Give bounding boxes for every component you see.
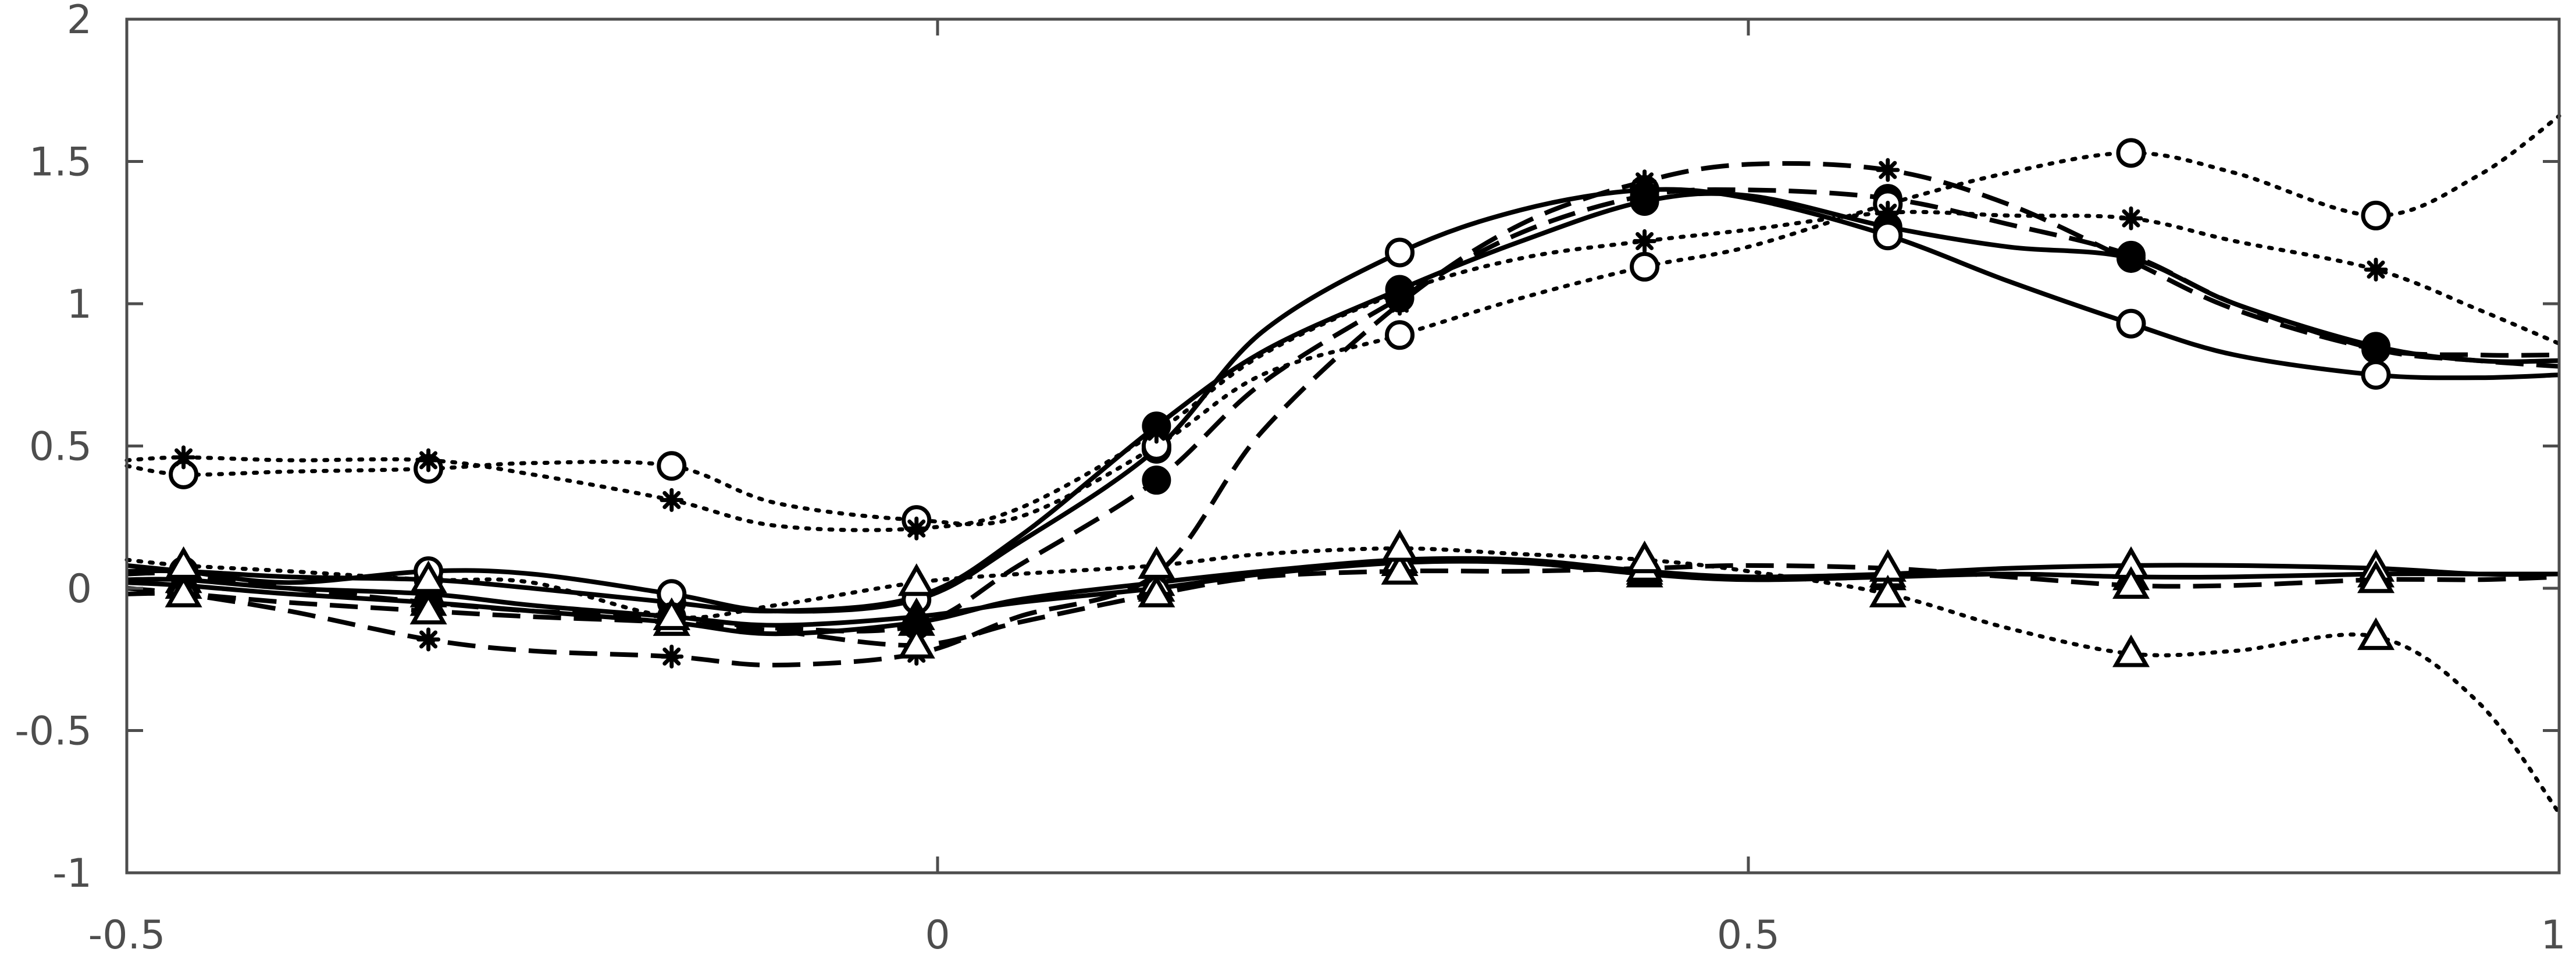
marker-star [2119,206,2143,230]
marker-triangle-open [1138,574,1175,607]
marker-star [1633,229,1657,253]
marker-triangle-open [2112,566,2150,599]
series-line-5 [126,187,2560,634]
tick-layer [125,17,2561,875]
marker-star [1876,158,1900,182]
marker-circle-filled [1142,465,1171,495]
x-tick-label: -0.5 [88,912,166,956]
marker-star [2119,249,2143,273]
marker-circle-open [657,451,687,481]
marker-star [660,488,684,512]
marker-star-stroke [662,491,681,509]
series-markers-2 [169,175,2391,615]
marker-triangle-open [1138,546,1175,579]
series-markers-10 [165,529,2395,667]
marker-star-stroke [174,448,193,467]
marker-triangle-open [653,597,690,630]
marker-circle-open [2361,200,2391,230]
marker-circle-open [2116,308,2146,339]
marker-star [2364,337,2388,361]
marker-triangle-open [1626,541,1663,574]
marker-star [1633,169,1657,194]
x-tick-label: 0.5 [1717,912,1780,956]
marker-star-stroke [2122,209,2140,228]
marker-triangle-open [165,574,202,607]
marker-circle-open [1630,251,1660,282]
marker-triangle-open [1869,574,1907,607]
marker-star-stroke [2367,260,2385,279]
marker-star-stroke [1147,422,1166,441]
series-line-9 [124,209,2561,532]
series-markers-9 [172,201,2388,541]
series-line-7 [126,563,2560,648]
marker-star-stroke [1879,161,1897,179]
marker-circle-open [1385,237,1415,268]
marker-triangle-open [2112,634,2150,667]
marker-triangle-open [897,626,935,659]
series-markers-8 [169,138,2391,535]
marker-star-stroke [1636,172,1654,191]
marker-star [2364,257,2388,282]
y-tick-label: 1 [67,282,92,328]
marker-circle-open [2116,138,2146,168]
x-tick-label: 0 [925,912,950,956]
series-layer [124,113,2561,815]
plot-frame [125,17,2561,875]
marker-circle-open [1873,221,1903,251]
marker-star [416,627,441,652]
marker-circle-open [1385,320,1415,350]
marker-triangle-open [2357,617,2395,651]
series-line-8 [124,113,2561,527]
marker-star [416,448,441,472]
marker-star-stroke [907,519,926,538]
marker-star [660,644,684,669]
marker-triangle-open [409,592,447,625]
x-tick-label: 1 [2541,912,2566,956]
marker-triangle-open [409,560,447,593]
axes-layer [125,17,2561,875]
y-tick-label: 1.5 [29,140,92,186]
marker-layer [165,138,2395,669]
marker-star [1144,420,1168,444]
marker-star-stroke [1636,232,1654,250]
marker-star-stroke [1391,283,1409,301]
series-markers-4 [165,541,2395,636]
marker-circle-open [2361,360,2391,390]
marker-star-stroke [419,451,438,470]
series-line-2 [126,187,2560,614]
marker-star [1876,201,1900,225]
marker-star [1388,280,1412,304]
marker-star-stroke [2367,340,2385,358]
y-tick-label: 0.5 [29,424,92,470]
y-tick-label: -1 [52,851,92,897]
marker-star [904,516,929,541]
marker-star-stroke [1879,203,1897,222]
marker-triangle-open [165,546,202,579]
series-line-6 [126,161,2560,668]
marker-triangle-open [897,563,935,596]
y-tick-label: 0 [67,566,92,612]
marker-star-stroke [2122,252,2140,271]
marker-star [172,445,196,470]
marker-star-stroke [419,630,438,649]
y-tick-label: -0.5 [15,709,92,755]
series-line-10 [124,546,2561,815]
series-line-3 [126,559,2559,628]
marker-triangle-open [1381,529,1419,562]
marker-triangle-open [1381,552,1419,585]
marker-star-stroke [662,647,681,666]
y-tick-label: 2 [67,0,92,43]
marker-triangle-open [2357,560,2395,593]
